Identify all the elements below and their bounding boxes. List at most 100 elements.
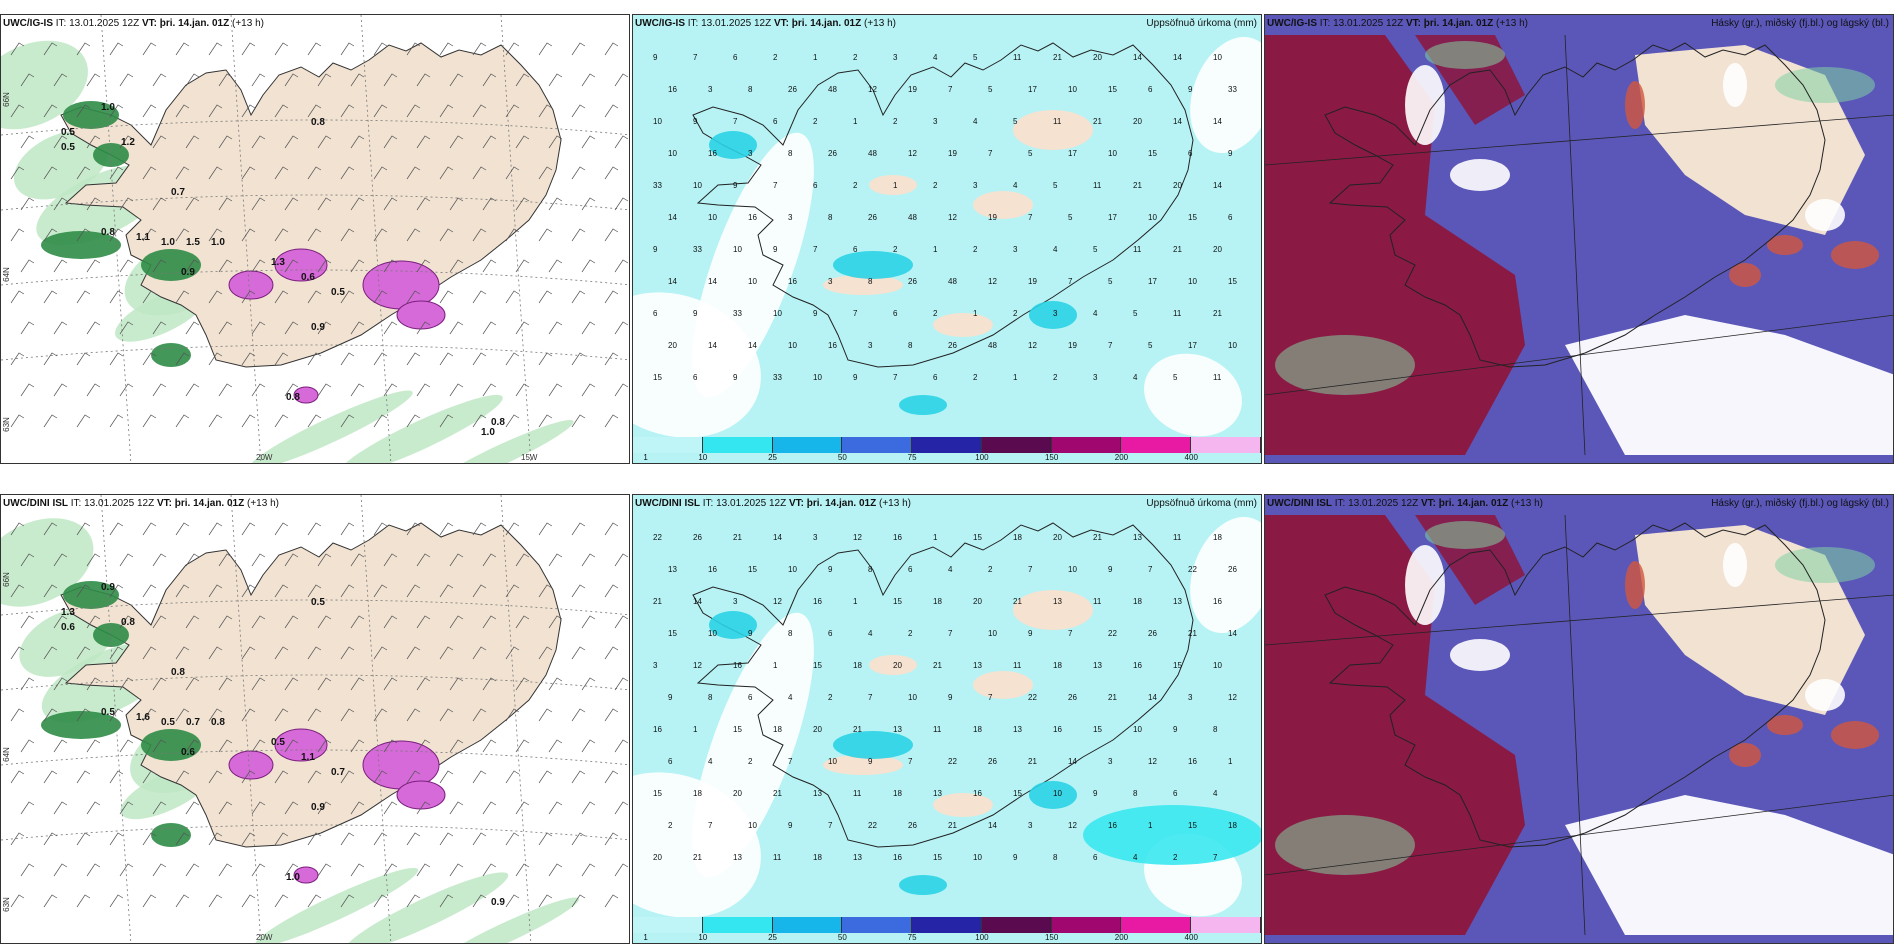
precip-value-label: 16 [668, 85, 677, 94]
wind-barb [373, 584, 388, 598]
wind-barb [439, 42, 454, 56]
wind-barb [20, 383, 35, 397]
wind-barb [109, 414, 124, 428]
wind-barb [208, 290, 223, 304]
wind-barb [581, 135, 596, 149]
precip-value-label: 7 [853, 309, 858, 318]
precip-value-label: 21 [1108, 693, 1117, 702]
precip-value-label: 9 [828, 565, 833, 574]
wind-barb [340, 584, 355, 598]
wind-barb [142, 166, 157, 180]
wind-barb [604, 42, 619, 56]
precip-value-label: 20 [1213, 245, 1222, 254]
wind-barb [218, 135, 233, 149]
wind-barb [175, 228, 190, 242]
no-precip-area [692, 132, 814, 398]
precip-value-label: 6 [853, 245, 858, 254]
wind-barb [350, 615, 365, 629]
wind-barb [76, 832, 91, 846]
precip-value-label: 20 [813, 725, 822, 734]
precip-value-label: 7 [948, 85, 953, 94]
precip-value-label: 19 [1068, 341, 1077, 350]
precip-value-label: 9 [853, 373, 858, 382]
wind-barb [53, 135, 68, 149]
wind-value-label: 0.5 [61, 142, 75, 153]
wind-barb [317, 321, 332, 335]
wind-barb [76, 770, 91, 784]
wind-barb [340, 228, 355, 242]
wind-barb [76, 104, 91, 118]
wind-barb [383, 863, 398, 877]
wind-barb [538, 770, 553, 784]
precip-value-label: 10 [748, 277, 757, 286]
wind-barb [439, 104, 454, 118]
wind-value-label: 0.7 [186, 717, 200, 728]
wind-barb [76, 584, 91, 598]
colorbar-label: 25 [768, 933, 777, 942]
wind-value-label: 0.8 [121, 617, 135, 628]
init-time: IT: 13.01.2025 12Z [1319, 18, 1404, 29]
precip-value-label: 3 [708, 85, 713, 94]
wind-barb [548, 197, 563, 211]
wind-barb [76, 414, 91, 428]
precip-value-label: 20 [653, 853, 662, 862]
precip-value-label: 14 [693, 597, 702, 606]
wind-barb [373, 832, 388, 846]
wind-barb [241, 42, 256, 56]
wind-barb [218, 739, 233, 753]
precip-value-label: 9 [653, 245, 658, 254]
wind-barb [274, 584, 289, 598]
precip-value-label: 4 [708, 757, 713, 766]
wind-barb [10, 104, 25, 118]
precip-value-label: 7 [828, 821, 833, 830]
graticule-lat-line [1, 119, 629, 136]
wind-barb [604, 646, 619, 660]
precip-value-label: 9 [813, 309, 818, 318]
wind-barb [571, 584, 586, 598]
precip-value-label: 5 [1133, 309, 1138, 318]
wind-barb [76, 646, 91, 660]
wind-barb [10, 584, 25, 598]
wind-barb [185, 677, 200, 691]
precip-value-label: 20 [1173, 181, 1182, 190]
heavy-precip-area [228, 750, 274, 780]
wind-barb [317, 383, 332, 397]
precip-value-label: 20 [733, 789, 742, 798]
precip-value-label: 21 [948, 821, 957, 830]
precip-value-label: 9 [1013, 853, 1018, 862]
wind-speed-area [344, 872, 509, 943]
model-label: UWC/IG-IS [1267, 18, 1317, 29]
wind-barb [10, 290, 25, 304]
wind-barb [109, 894, 124, 908]
colorbar-label: 400 [1184, 453, 1198, 462]
wind-barb [383, 73, 398, 87]
wind-barb [538, 646, 553, 660]
precip-value-label: 14 [1068, 757, 1077, 766]
wind-barb [142, 646, 157, 660]
colorbar-label: 1 [643, 933, 648, 942]
wind-barb [614, 321, 629, 335]
graticule-lat-line [1, 599, 629, 616]
wind-barb [515, 259, 530, 273]
wind-barb [119, 553, 134, 567]
wind-barb [10, 228, 25, 242]
precip-value-label: 6 [933, 373, 938, 382]
wind-barb [340, 42, 355, 56]
precip-value-label: 33 [653, 181, 662, 190]
precip-value-label: 2 [933, 309, 938, 318]
wind-barb [284, 863, 299, 877]
wind-barb [538, 42, 553, 56]
precip-value-label: 10 [973, 853, 982, 862]
precip-value-label: 11 [853, 789, 862, 798]
wind-barb [76, 42, 91, 56]
precip-value-label: 5 [1013, 117, 1018, 126]
wind-barb [317, 863, 332, 877]
precip-value-label: 10 [1188, 277, 1197, 286]
precip-value-label: 21 [1213, 309, 1222, 318]
precip-value-label: 7 [948, 629, 953, 638]
colorbar-cell [702, 917, 773, 933]
precip-value-label: 22 [948, 757, 957, 766]
wind-barb [449, 197, 464, 211]
strong-wind-area [41, 711, 121, 739]
precip-value-label: 6 [1228, 213, 1233, 222]
